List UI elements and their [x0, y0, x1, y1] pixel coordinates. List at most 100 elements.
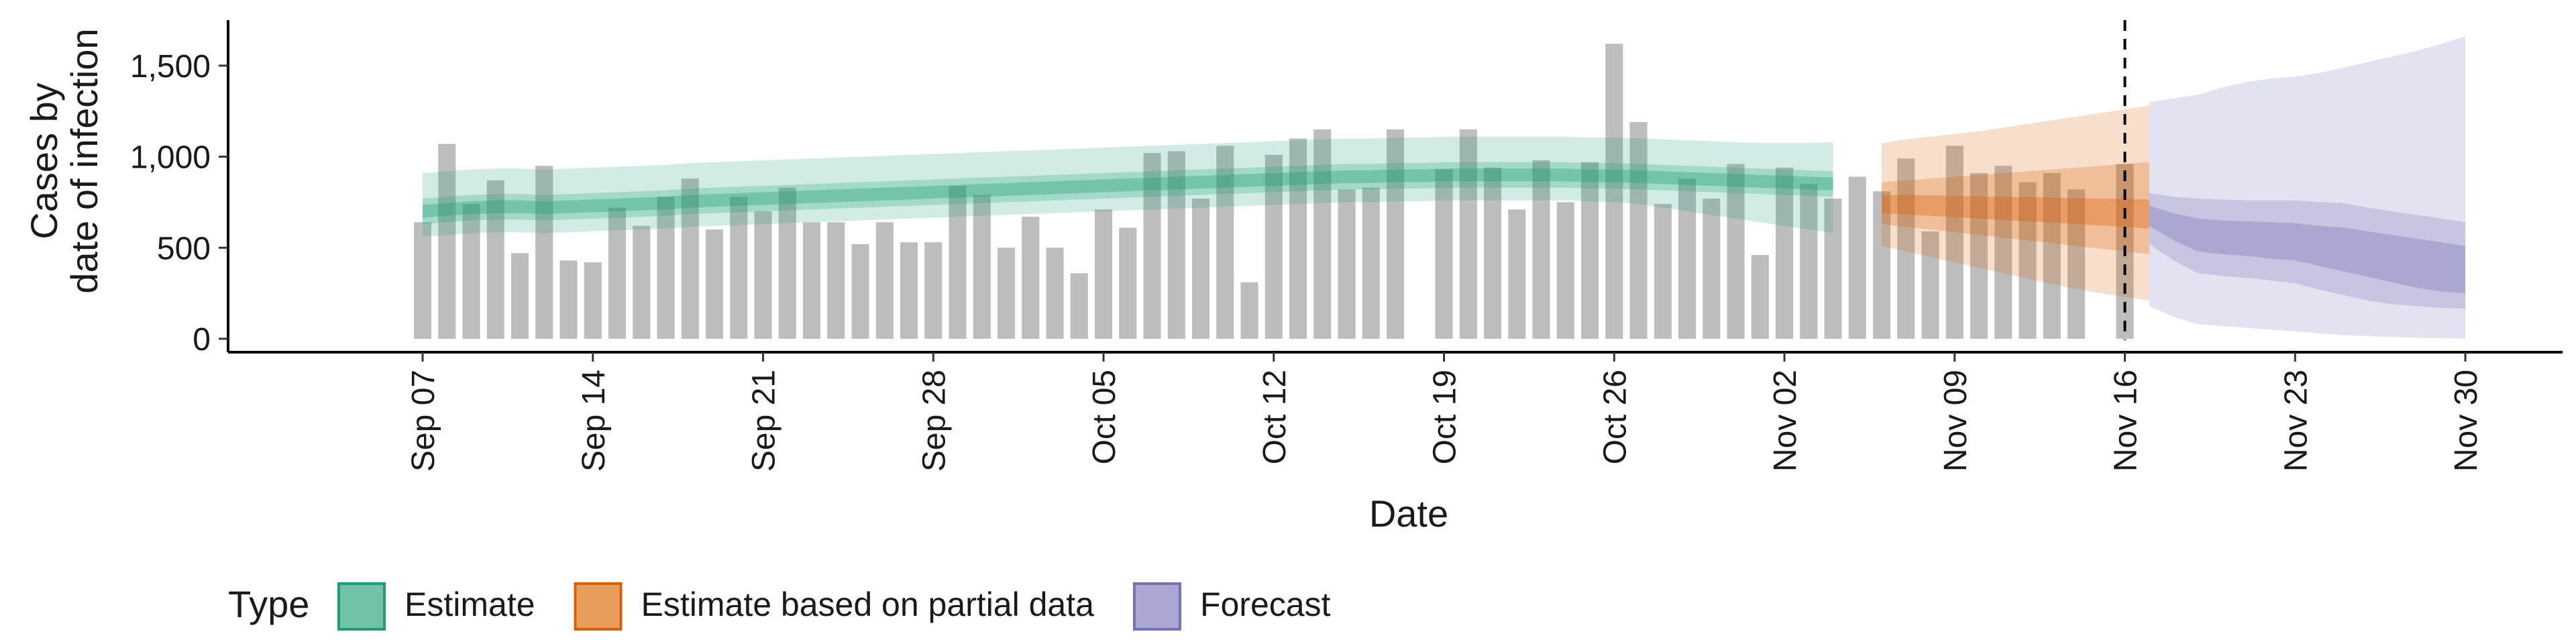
- y-tick-label: 500: [157, 231, 211, 266]
- bar: [1824, 199, 1842, 339]
- bands-layer: [423, 36, 2465, 339]
- bar: [1265, 154, 1283, 339]
- bar: [1119, 227, 1137, 339]
- bar: [1532, 160, 1550, 339]
- legend-label-forecast: Forecast: [1200, 586, 1331, 623]
- bar: [1605, 44, 1623, 339]
- bar: [681, 178, 699, 339]
- bar: [1945, 146, 1964, 339]
- bar: [413, 222, 432, 339]
- bar: [997, 248, 1016, 339]
- x-tick-label: Oct 19: [1428, 370, 1463, 464]
- bar: [1435, 169, 1453, 339]
- bar: [657, 197, 675, 339]
- legend-label-estimate-based-on-partial-data: Estimate based on partial data: [641, 586, 1095, 623]
- legend-label-estimate: Estimate: [405, 586, 535, 623]
- axes-layer: 0 500 1,000 1,500 Sep 07 Sep 14 Sep 21 Sep 28 Oc…: [23, 20, 2563, 535]
- bar: [535, 166, 553, 339]
- x-tick-label: Nov 30: [2449, 370, 2484, 472]
- legend-title: Type: [228, 583, 309, 625]
- legend-swatch-estimate: [337, 582, 386, 631]
- bar: [705, 229, 724, 339]
- legend-swatch-forecast: [1132, 582, 1181, 631]
- y-tick-label: 1,500: [130, 49, 211, 85]
- bar: [2043, 173, 2061, 339]
- bar: [2019, 182, 2037, 339]
- bar: [1556, 202, 1574, 339]
- legend: Type Estimate Estimate based on partial da…: [228, 582, 1331, 631]
- estimate-mid-band: [423, 162, 1833, 224]
- bar: [1046, 248, 1064, 339]
- y-tick-label: 0: [193, 322, 211, 358]
- bar: [754, 211, 772, 339]
- bar: [1022, 217, 1040, 339]
- bar: [778, 187, 796, 339]
- bar: [1167, 151, 1185, 339]
- estimate-based-on-partial-data-mid-band: [1882, 162, 2149, 254]
- estimate-outer-band: [423, 136, 1833, 237]
- bar: [584, 262, 602, 339]
- x-tick-label: Oct 12: [1257, 370, 1293, 464]
- bar: [1313, 129, 1332, 339]
- x-tick-label: Oct 05: [1087, 370, 1122, 464]
- x-axis-title: Date: [1369, 492, 1448, 535]
- y-tick-label: 1,000: [130, 140, 211, 176]
- bar: [2067, 189, 2086, 339]
- bar: [973, 195, 991, 339]
- bar: [462, 204, 480, 339]
- bar: [900, 242, 918, 339]
- bar: [1143, 153, 1161, 339]
- bar: [1240, 282, 1258, 339]
- bar: [1362, 187, 1380, 339]
- bar: [1070, 273, 1088, 339]
- bar: [1629, 122, 1648, 339]
- bar: [486, 180, 504, 339]
- bar: [1970, 173, 1988, 339]
- forecast-inner-band: [2149, 205, 2465, 294]
- forecast-outer-band: [2149, 36, 2465, 339]
- bar: [1727, 164, 1745, 339]
- x-tick-label: Sep 28: [916, 370, 952, 472]
- bar: [1848, 176, 1866, 339]
- bar: [1386, 129, 1405, 339]
- bars-layer: [413, 44, 2134, 339]
- x-tick-label: Sep 14: [576, 370, 612, 472]
- bar: [1897, 158, 1915, 339]
- bar: [875, 222, 894, 339]
- bar: [1921, 231, 1939, 339]
- y-axis-title: Cases bydate of infection: [23, 28, 105, 293]
- bar: [1580, 162, 1599, 339]
- x-tick-label: Nov 09: [1938, 370, 1974, 472]
- bar: [1289, 138, 1307, 339]
- bar: [1800, 184, 1818, 339]
- y-axis-title-line: Cases by: [23, 83, 65, 239]
- bar: [1678, 178, 1697, 339]
- x-tick-label: Oct 26: [1597, 370, 1633, 464]
- bar: [1216, 146, 1234, 339]
- bar: [1654, 204, 1672, 339]
- bar: [1872, 191, 1891, 339]
- estimate-inner-band: [423, 168, 1833, 218]
- bar: [1703, 199, 1721, 339]
- forecast-mid-band: [2149, 193, 2465, 309]
- y-axis-title-line: date of infection: [63, 28, 105, 293]
- bar: [1338, 189, 1356, 339]
- bar: [633, 225, 651, 339]
- bar: [1094, 209, 1113, 339]
- x-tick-label: Sep 07: [406, 370, 441, 472]
- bar: [851, 244, 869, 339]
- bar: [949, 186, 967, 339]
- bar: [730, 197, 748, 339]
- bar: [1459, 129, 1477, 339]
- bar: [511, 253, 529, 339]
- x-tick-label: Nov 02: [1768, 370, 1803, 472]
- bar: [438, 144, 456, 339]
- bar: [1751, 255, 1769, 339]
- bar: [1191, 199, 1210, 339]
- x-tick-label: Nov 23: [2278, 370, 2314, 472]
- bar: [827, 222, 845, 339]
- legend-swatch-estimate-based-on-partial-data: [574, 582, 623, 631]
- estimate-based-on-partial-data-inner-band: [1882, 195, 2149, 229]
- bar: [802, 222, 821, 339]
